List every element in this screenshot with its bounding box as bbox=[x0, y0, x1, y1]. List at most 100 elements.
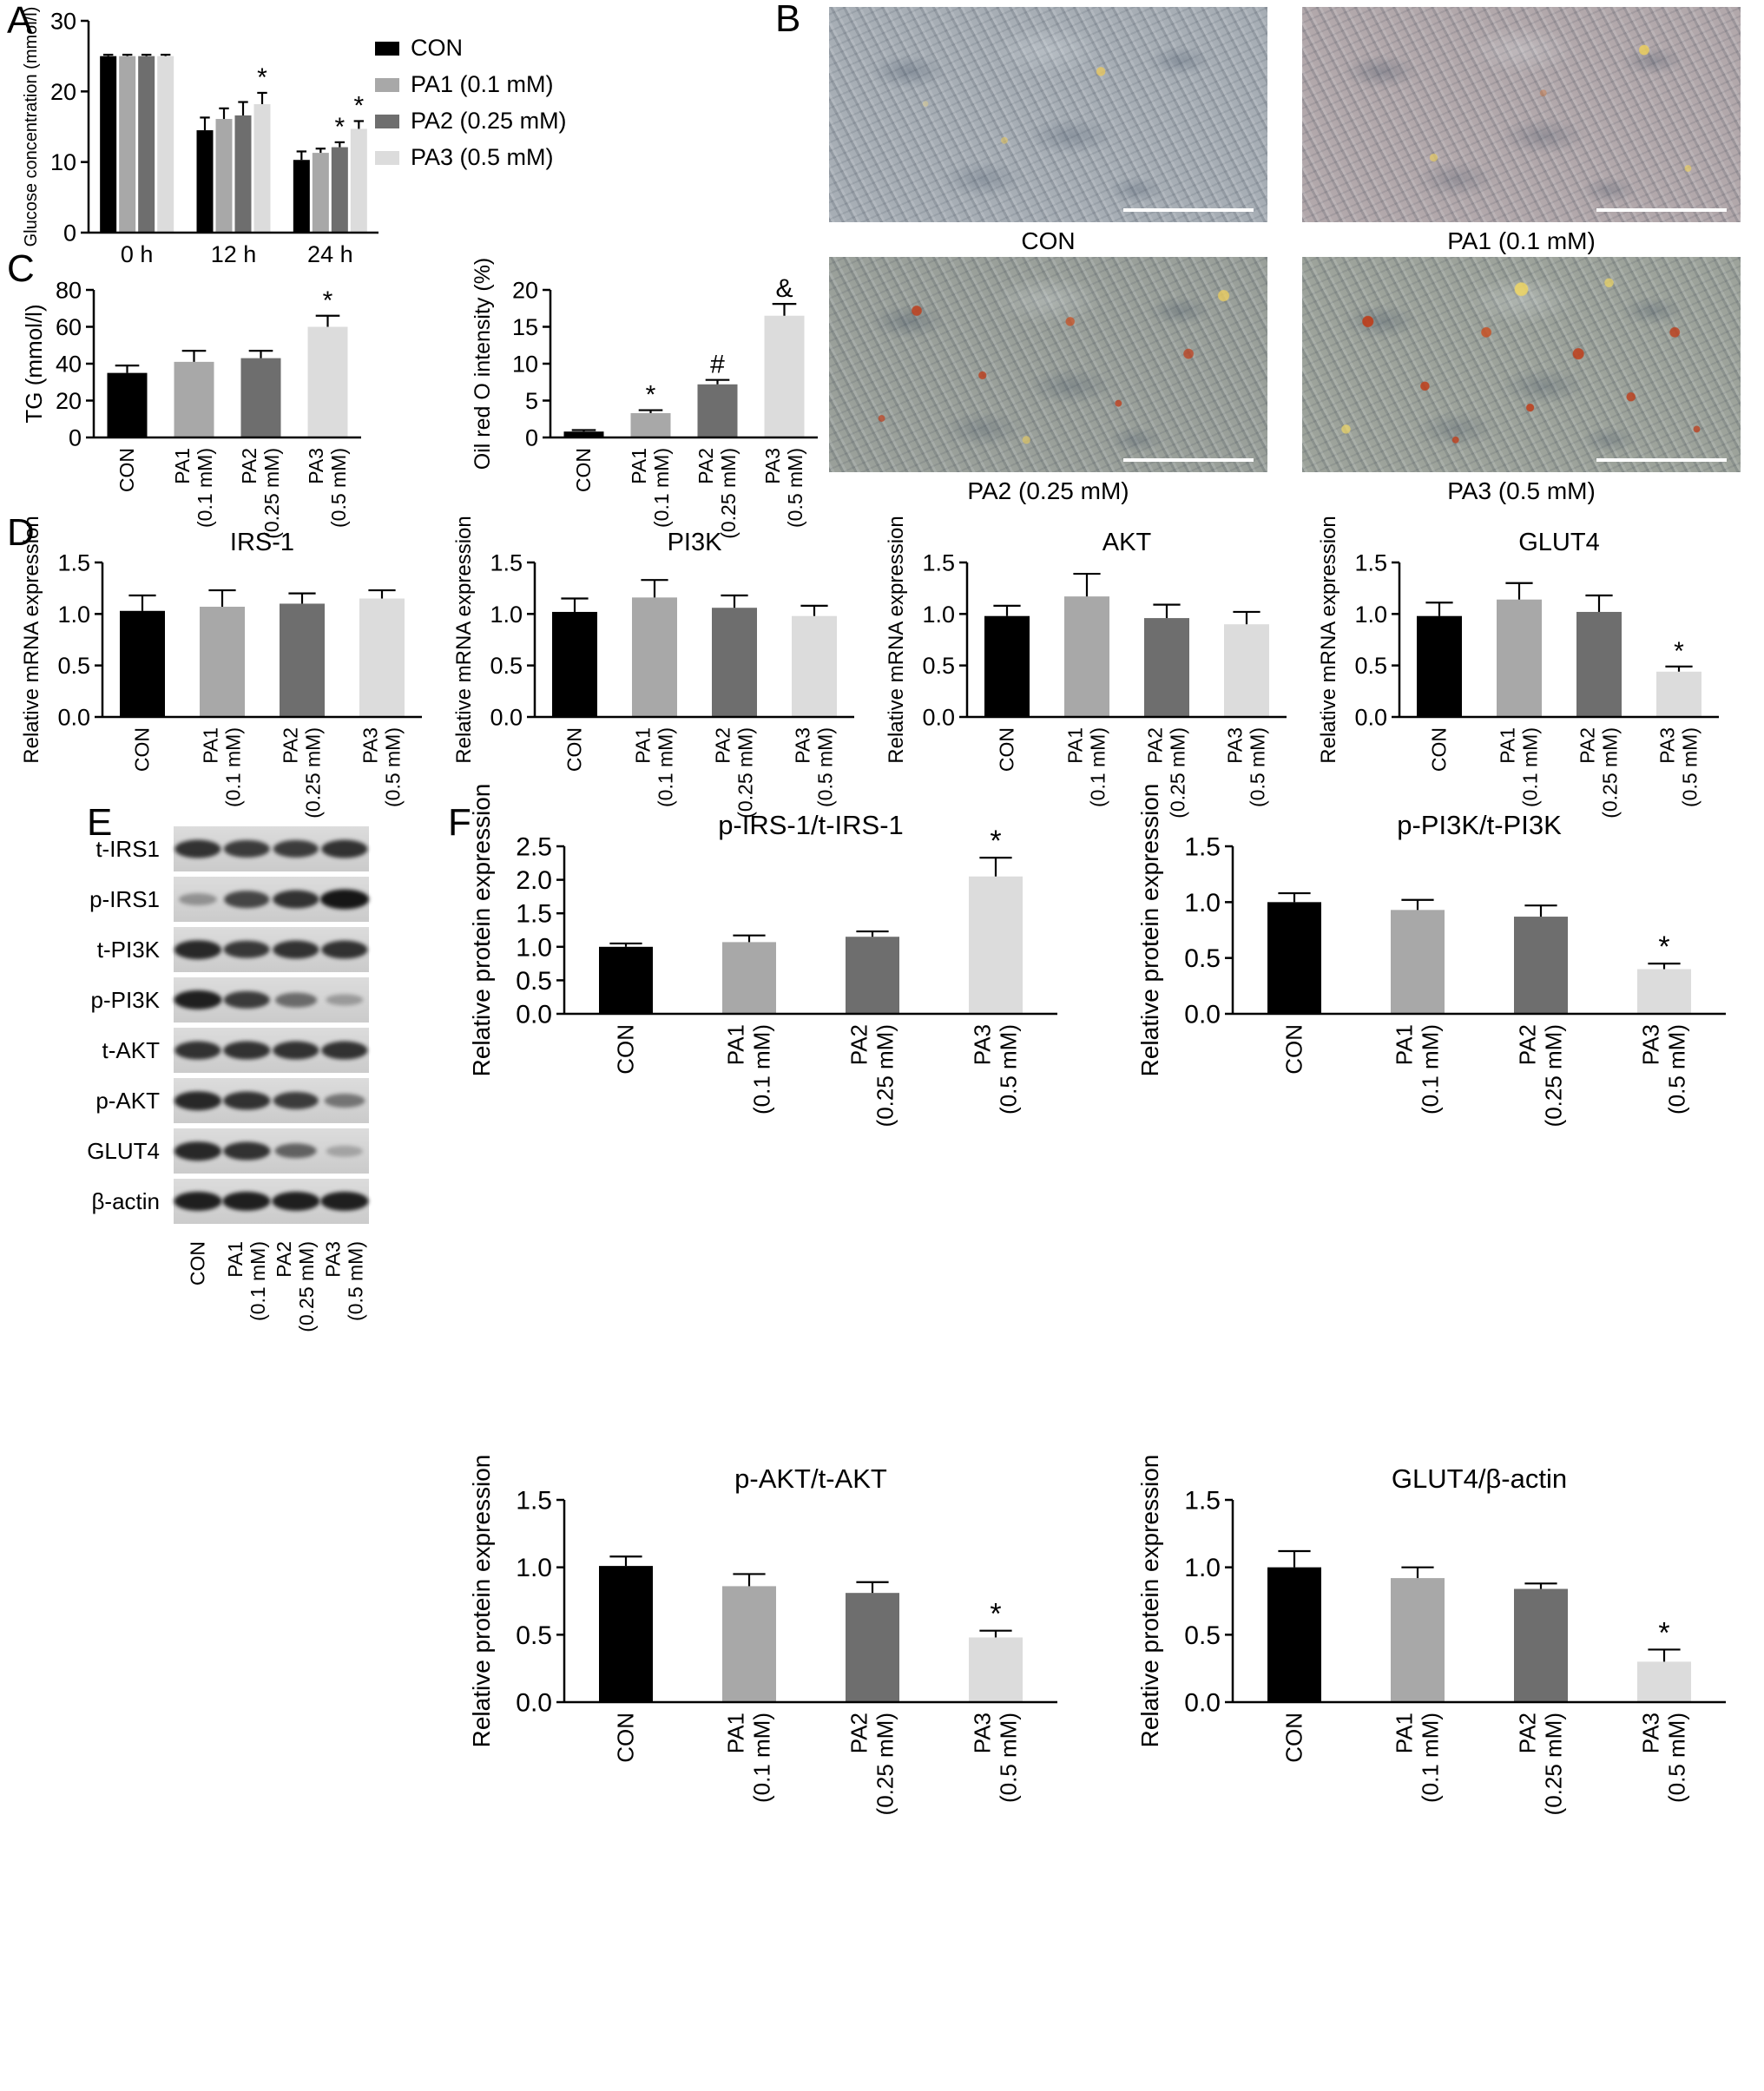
p-irs1-protein-chart: * 0.0 0.5 1.0 1.5 2.0 2.5 CON PA1 (0.1 mM) PA2 (0.2… bbox=[468, 784, 1068, 1200]
blot-row: t-IRS1 bbox=[21, 826, 369, 871]
svg-text:*: * bbox=[334, 113, 345, 141]
svg-text:CON: CON bbox=[572, 448, 595, 492]
svg-text:(0.5 mM): (0.5 mM) bbox=[1247, 727, 1269, 807]
bar bbox=[240, 358, 281, 437]
bar bbox=[1637, 969, 1691, 1014]
svg-text:GLUT4/β-actin: GLUT4/β-actin bbox=[1392, 1463, 1567, 1494]
scale-bar bbox=[1596, 458, 1727, 462]
svg-text:1.0: 1.0 bbox=[57, 602, 90, 628]
svg-text:0.5: 0.5 bbox=[922, 653, 955, 679]
pi3k-mrna-chart: 0.0 0.5 1.0 1.5 CON PA1 (0.1 mM) PA2 (0.25 mM) PA… bbox=[452, 516, 861, 819]
svg-text:p-PI3K/t-PI3K: p-PI3K/t-PI3K bbox=[1397, 810, 1562, 840]
svg-text:0: 0 bbox=[63, 220, 76, 246]
svg-text:0.5: 0.5 bbox=[1184, 1621, 1221, 1650]
blot-row: p-IRS1 bbox=[21, 877, 369, 922]
bar bbox=[1267, 1567, 1321, 1702]
scale-bar bbox=[1123, 208, 1254, 212]
bar bbox=[969, 1637, 1023, 1702]
svg-text:PA2: PA2 bbox=[694, 448, 717, 484]
svg-text:1.0: 1.0 bbox=[922, 602, 955, 628]
svg-text:0: 0 bbox=[69, 424, 82, 450]
bar bbox=[1514, 1588, 1568, 1702]
blot-band bbox=[273, 839, 319, 858]
svg-text:CON: CON bbox=[115, 448, 138, 492]
svg-text:CON: CON bbox=[1281, 1024, 1307, 1075]
svg-text:30: 30 bbox=[50, 8, 76, 34]
svg-text:AKT: AKT bbox=[1102, 529, 1152, 556]
svg-text:(0.1 mM): (0.1 mM) bbox=[1087, 727, 1109, 807]
bar bbox=[722, 1586, 776, 1702]
svg-text:PA3: PA3 bbox=[1224, 727, 1247, 764]
bar bbox=[120, 610, 165, 717]
svg-text:PA1: PA1 bbox=[1392, 1024, 1418, 1065]
blot-band bbox=[223, 1091, 271, 1110]
blot-band bbox=[274, 1143, 318, 1159]
svg-text:PA2: PA2 bbox=[712, 727, 734, 764]
svg-text:(0.25 mM): (0.25 mM) bbox=[734, 727, 757, 819]
svg-text:(0.25 mM): (0.25 mM) bbox=[302, 727, 325, 819]
svg-text:0.0: 0.0 bbox=[57, 704, 90, 730]
svg-text:PA2: PA2 bbox=[846, 1713, 872, 1753]
svg-text:0.0: 0.0 bbox=[516, 1001, 552, 1029]
bar bbox=[1637, 1661, 1691, 1702]
bar bbox=[359, 598, 405, 717]
glut4-mrna-chart: * 0.0 0.5 1.0 1.5 CON PA1 (0.1 mM) PA2 (0.25 mM) P… bbox=[1317, 516, 1726, 819]
bar bbox=[563, 431, 604, 437]
bar bbox=[280, 603, 325, 717]
blot-strip bbox=[174, 1128, 369, 1174]
svg-text:1.5: 1.5 bbox=[1184, 1487, 1221, 1516]
bar bbox=[1656, 671, 1701, 717]
svg-text:1.5: 1.5 bbox=[922, 549, 955, 575]
svg-text:PA1: PA1 bbox=[200, 727, 222, 764]
svg-text:(0.1 mM): (0.1 mM) bbox=[194, 448, 216, 528]
svg-text:(0.25 mM): (0.25 mM) bbox=[295, 1241, 318, 1332]
svg-text:12 h: 12 h bbox=[211, 241, 257, 267]
svg-text:(0.25 mM): (0.25 mM) bbox=[1599, 727, 1622, 819]
blot-band bbox=[272, 1041, 319, 1060]
blot-band bbox=[174, 1191, 222, 1212]
oil-red-o-bar-chart: * # & 0 5 10 15 20 CON PA1 (0.1 mM) PA2 (0.25 mM) PA3… bbox=[469, 258, 825, 539]
svg-text:15: 15 bbox=[512, 314, 538, 340]
svg-text:Glucose concentration (mmol/l): Glucose concentration (mmol/l) bbox=[22, 7, 41, 247]
svg-text:(0.1 mM): (0.1 mM) bbox=[1418, 1713, 1444, 1803]
bar bbox=[234, 115, 252, 233]
irs1-mrna-chart: 0.0 0.5 1.0 1.5 CON PA1 (0.1 mM) PA2 (0.25 mM) PA… bbox=[20, 516, 429, 819]
legend-label: PA2 (0.25 mM) bbox=[411, 108, 567, 134]
svg-text:(0.1 mM): (0.1 mM) bbox=[749, 1713, 775, 1803]
blot-band bbox=[224, 990, 270, 1009]
bar bbox=[157, 56, 174, 233]
svg-text:(0.25 mM): (0.25 mM) bbox=[1167, 727, 1189, 819]
svg-text:(0.5 mM): (0.5 mM) bbox=[784, 448, 806, 528]
micrograph-label: PA1 (0.1 mM) bbox=[1447, 227, 1596, 254]
svg-text:(0.5 mM): (0.5 mM) bbox=[1664, 1713, 1690, 1803]
bar bbox=[1064, 596, 1109, 717]
blot-row: t-PI3K bbox=[21, 927, 369, 972]
svg-text:0.0: 0.0 bbox=[1354, 704, 1387, 730]
micrograph-pa2 bbox=[829, 257, 1267, 472]
legend-label: PA3 (0.5 mM) bbox=[411, 144, 554, 170]
svg-text:0.0: 0.0 bbox=[922, 704, 955, 730]
panel-letter-e: E bbox=[87, 801, 113, 844]
legend-item: CON bbox=[375, 36, 567, 60]
blot-band bbox=[223, 1141, 271, 1161]
svg-text:PA2: PA2 bbox=[238, 448, 260, 484]
blot-band bbox=[324, 1094, 365, 1108]
legend-item: PA2 (0.25 mM) bbox=[375, 109, 567, 133]
svg-text:PA3: PA3 bbox=[305, 448, 327, 484]
svg-text:(0.5 mM): (0.5 mM) bbox=[327, 448, 350, 528]
svg-text:2.5: 2.5 bbox=[516, 833, 552, 862]
svg-text:*: * bbox=[323, 286, 333, 315]
micrograph-pa3 bbox=[1302, 257, 1741, 472]
blot-row-label: GLUT4 bbox=[87, 1137, 160, 1164]
svg-text:0.0: 0.0 bbox=[516, 1689, 552, 1718]
svg-text:20: 20 bbox=[50, 79, 76, 105]
svg-text:PA3: PA3 bbox=[761, 448, 784, 484]
micrograph-stain-spots bbox=[829, 257, 1267, 472]
svg-text:10: 10 bbox=[50, 149, 76, 175]
bar bbox=[1514, 917, 1568, 1014]
bar bbox=[1417, 615, 1462, 717]
svg-text:PA1: PA1 bbox=[632, 727, 655, 764]
bar bbox=[984, 615, 1030, 717]
micrograph-stain-spots bbox=[1302, 257, 1741, 472]
svg-text:&: & bbox=[775, 274, 793, 303]
